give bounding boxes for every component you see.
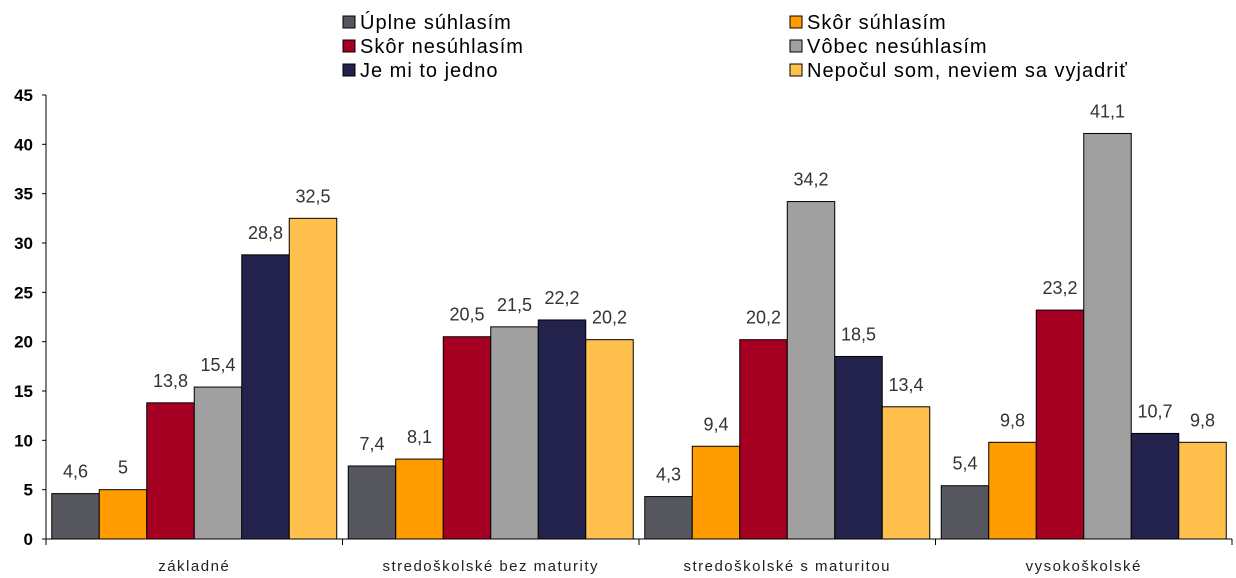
legend-swatch bbox=[342, 63, 356, 77]
data-label: 21,5 bbox=[497, 295, 532, 315]
data-label: 4,3 bbox=[656, 465, 681, 485]
bar bbox=[490, 326, 539, 540]
legend: Úplne súhlasím Skôr súhlasím Skôr nesúhlas… bbox=[342, 11, 1128, 82]
bar bbox=[940, 485, 990, 540]
data-label: 10,7 bbox=[1137, 401, 1172, 421]
bar bbox=[1083, 132, 1132, 540]
bar bbox=[786, 201, 836, 540]
data-label: 41,1 bbox=[1090, 101, 1125, 121]
data-label: 5,4 bbox=[952, 454, 977, 474]
data-label: 9,8 bbox=[1000, 410, 1025, 430]
data-label: 18,5 bbox=[841, 324, 876, 344]
bar bbox=[881, 406, 931, 540]
data-label: 20,5 bbox=[449, 305, 484, 325]
bar bbox=[644, 496, 693, 540]
x-tick-label: stredoškolské bez maturity bbox=[382, 558, 599, 575]
legend-label: Je mi to jedno bbox=[360, 60, 499, 82]
data-label: 7,4 bbox=[359, 434, 384, 454]
legend-swatch bbox=[342, 39, 356, 53]
bar bbox=[146, 402, 195, 540]
bar bbox=[51, 493, 100, 540]
bar bbox=[347, 465, 397, 540]
legend-label: Skôr nesúhlasím bbox=[360, 36, 524, 58]
bar bbox=[739, 339, 788, 540]
bar bbox=[834, 355, 883, 540]
y-tick-label: 25 bbox=[14, 283, 33, 302]
bar bbox=[537, 319, 587, 540]
bar bbox=[288, 217, 338, 540]
bar bbox=[395, 458, 444, 540]
y-tick-label: 5 bbox=[24, 481, 33, 500]
legend-label: Vôbec nesúhlasím bbox=[807, 36, 988, 58]
data-label: 13,8 bbox=[153, 371, 188, 391]
legend-label: Nepočul som, neviem sa vyjadriť bbox=[807, 60, 1128, 82]
bar bbox=[691, 445, 741, 540]
bar bbox=[193, 386, 243, 540]
data-label: 15,4 bbox=[200, 355, 235, 375]
y-tick-label: 35 bbox=[14, 185, 33, 204]
bar bbox=[585, 339, 634, 540]
y-tick-label: 30 bbox=[14, 234, 33, 253]
y-tick-label: 40 bbox=[14, 135, 33, 154]
x-tick-label: stredoškolské s maturitou bbox=[683, 558, 891, 575]
y-tick-label: 20 bbox=[14, 333, 33, 352]
bar bbox=[988, 441, 1037, 540]
y-tick-label: 10 bbox=[14, 431, 33, 450]
bar bbox=[1178, 441, 1227, 540]
legend-swatch bbox=[789, 63, 803, 77]
data-label: 34,2 bbox=[793, 170, 828, 190]
data-label: 20,2 bbox=[592, 308, 627, 328]
data-label: 8,1 bbox=[407, 427, 432, 447]
legend-label: Skôr súhlasím bbox=[807, 12, 947, 34]
bar bbox=[442, 336, 492, 540]
legend-swatch bbox=[789, 39, 803, 53]
x-tick-label: základné bbox=[158, 558, 230, 575]
data-label: 28,8 bbox=[248, 223, 283, 243]
y-tick-label: 15 bbox=[14, 382, 33, 401]
data-label: 9,8 bbox=[1190, 410, 1215, 430]
x-tick-label: vysokoškolské bbox=[1026, 558, 1142, 575]
legend-swatch bbox=[789, 15, 803, 29]
bar bbox=[1130, 432, 1180, 540]
plot-area: 0 5 10 15 20 25 30 35 40 45 základné stredoškolské … bbox=[14, 86, 1233, 575]
data-label: 22,2 bbox=[544, 288, 579, 308]
bar bbox=[1035, 309, 1085, 540]
data-label: 9,4 bbox=[703, 414, 728, 434]
legend-swatch bbox=[342, 15, 356, 29]
bar bbox=[98, 489, 148, 540]
y-tick-label: 45 bbox=[14, 86, 33, 105]
legend-label: Úplne súhlasím bbox=[360, 11, 512, 34]
data-label: 13,4 bbox=[888, 375, 923, 395]
y-tick-label: 0 bbox=[24, 530, 33, 549]
data-label: 32,5 bbox=[295, 186, 330, 206]
data-label: 5 bbox=[118, 458, 128, 478]
data-label: 20,2 bbox=[746, 308, 781, 328]
data-label: 23,2 bbox=[1042, 278, 1077, 298]
bar bbox=[241, 254, 290, 540]
data-label: 4,6 bbox=[63, 462, 88, 482]
